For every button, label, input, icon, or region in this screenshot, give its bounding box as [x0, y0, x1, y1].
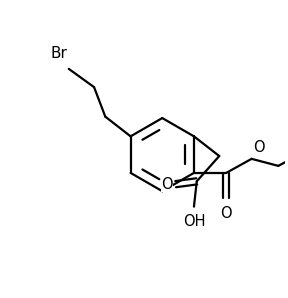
Text: O: O — [161, 177, 173, 192]
Text: Br: Br — [50, 46, 67, 61]
Text: OH: OH — [183, 214, 205, 229]
Text: O: O — [253, 140, 265, 156]
Text: O: O — [220, 206, 232, 221]
